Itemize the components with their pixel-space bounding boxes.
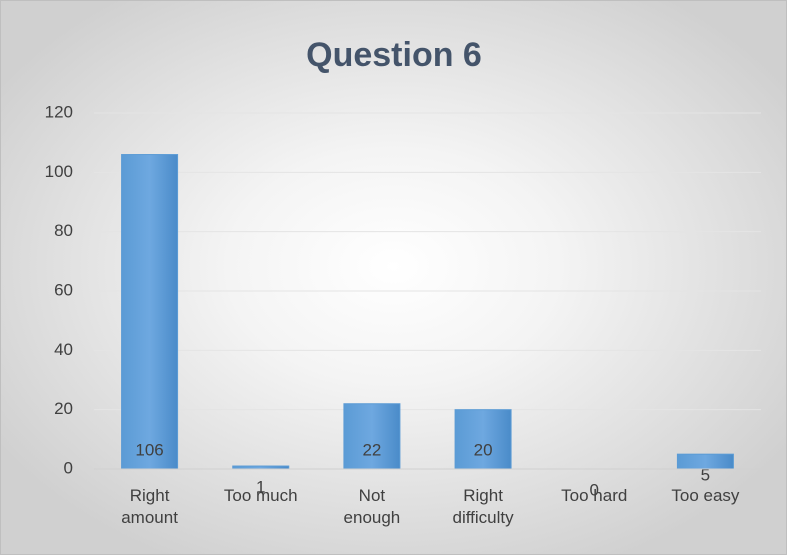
x-tick-label: Right amount [121,486,178,527]
x-tick-label: Too hard [561,486,628,505]
data-label: 5 [701,466,710,485]
data-label: 22 [362,440,381,459]
y-tick-label: 100 [45,162,73,181]
data-label: 1 [256,478,265,497]
y-tick-label: 80 [54,221,73,240]
bar [121,154,179,470]
y-tick-label: 20 [54,399,73,418]
x-tick-label: Right difficulty [452,486,514,527]
y-tick-label: 0 [64,458,73,477]
y-tick-label: 40 [54,340,73,359]
data-label: 20 [474,440,493,459]
chart-title: Question 6 [306,36,482,74]
bar [454,409,512,470]
x-tick-label: Not enough [343,486,401,527]
data-label: 106 [135,440,163,459]
x-tick-label: Too easy [671,486,740,505]
y-tick-label: 60 [54,280,73,299]
y-tick-label: 120 [45,102,73,121]
bar [343,403,401,470]
data-label: 0 [590,480,599,499]
x-tick-label: Too much [223,486,298,505]
